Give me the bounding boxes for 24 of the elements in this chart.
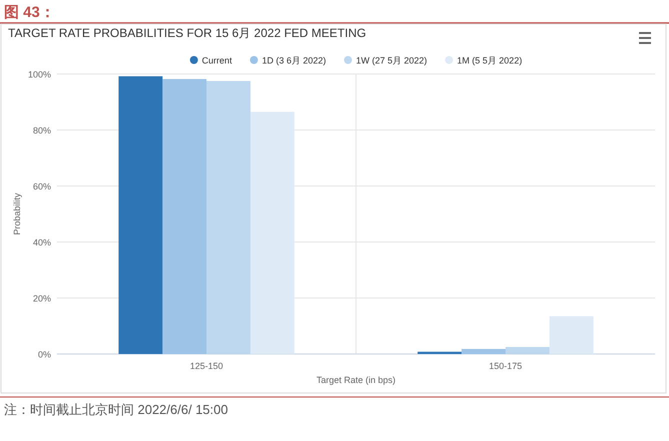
- y-tick-label: 100%: [28, 70, 51, 80]
- y-tick-label: 0%: [38, 350, 51, 360]
- text: 注：时间截止北京时间 2022/6/6/ 15:00: [4, 402, 228, 417]
- x-tick-label: 150-175: [488, 361, 522, 371]
- x-axis-title: Target Rate (in bps): [316, 375, 396, 385]
- chart-subtitle: TARGET RATE PROBABILITIES FOR 15 6月 2022 FED MEETING: [8, 26, 366, 40]
- y-tick-label: 40%: [32, 238, 51, 248]
- chart-title: 图 43：: [4, 4, 55, 21]
- bar: [206, 81, 250, 354]
- y-tick-label: 60%: [32, 182, 51, 192]
- legend-label: 1D (3 6月 2022): [262, 56, 326, 66]
- bar: [250, 112, 294, 354]
- bar: [549, 316, 594, 354]
- legend-label: 1W (27 5月 2022): [356, 56, 428, 66]
- bar: [506, 347, 550, 354]
- y-axis-title: Probability: [12, 192, 22, 236]
- x-tick-label: 125-150: [190, 361, 224, 371]
- y-tick-label: 20%: [32, 294, 51, 304]
- bar: [118, 76, 163, 354]
- y-tick-label: 80%: [32, 126, 51, 136]
- bar: [462, 348, 506, 354]
- legend-label: 1M (5 5月 2022): [457, 56, 522, 66]
- bar: [162, 79, 206, 354]
- legend-label: Current: [202, 56, 232, 66]
